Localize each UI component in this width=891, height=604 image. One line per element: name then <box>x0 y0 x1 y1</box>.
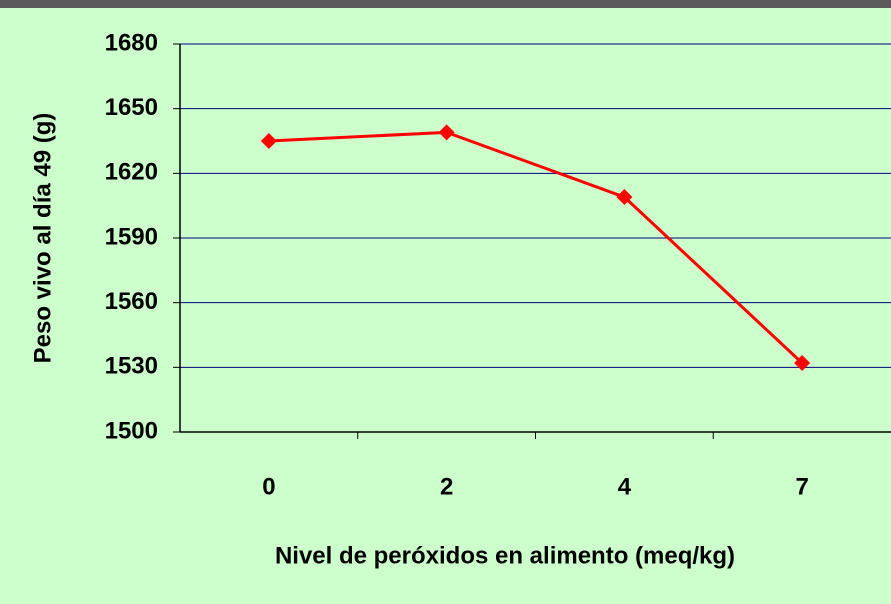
y-tick-label: 1530 <box>105 353 158 380</box>
marker <box>616 189 633 206</box>
x-tick-label: 0 <box>262 473 275 500</box>
x-axis-label: Nivel de peróxidos en alimento (meq/kg) <box>275 542 735 569</box>
y-tick-label: 1590 <box>105 223 158 250</box>
y-tick-label: 1560 <box>105 288 158 315</box>
x-tick-label: 7 <box>795 473 808 500</box>
x-tick-label: 2 <box>440 473 453 500</box>
top-strip <box>0 0 891 8</box>
marker <box>438 124 455 141</box>
marker <box>794 355 811 372</box>
y-tick-label: 1500 <box>105 417 158 444</box>
line <box>268 130 804 365</box>
y-tick-label: 1650 <box>105 94 158 121</box>
y-tick-label: 1620 <box>105 159 158 186</box>
y-axis-label: Peso vivo al día 49 (g) <box>29 113 56 364</box>
marker <box>260 133 277 149</box>
y-tick-label: 1680 <box>105 29 158 56</box>
x-tick-label: 4 <box>618 473 632 500</box>
